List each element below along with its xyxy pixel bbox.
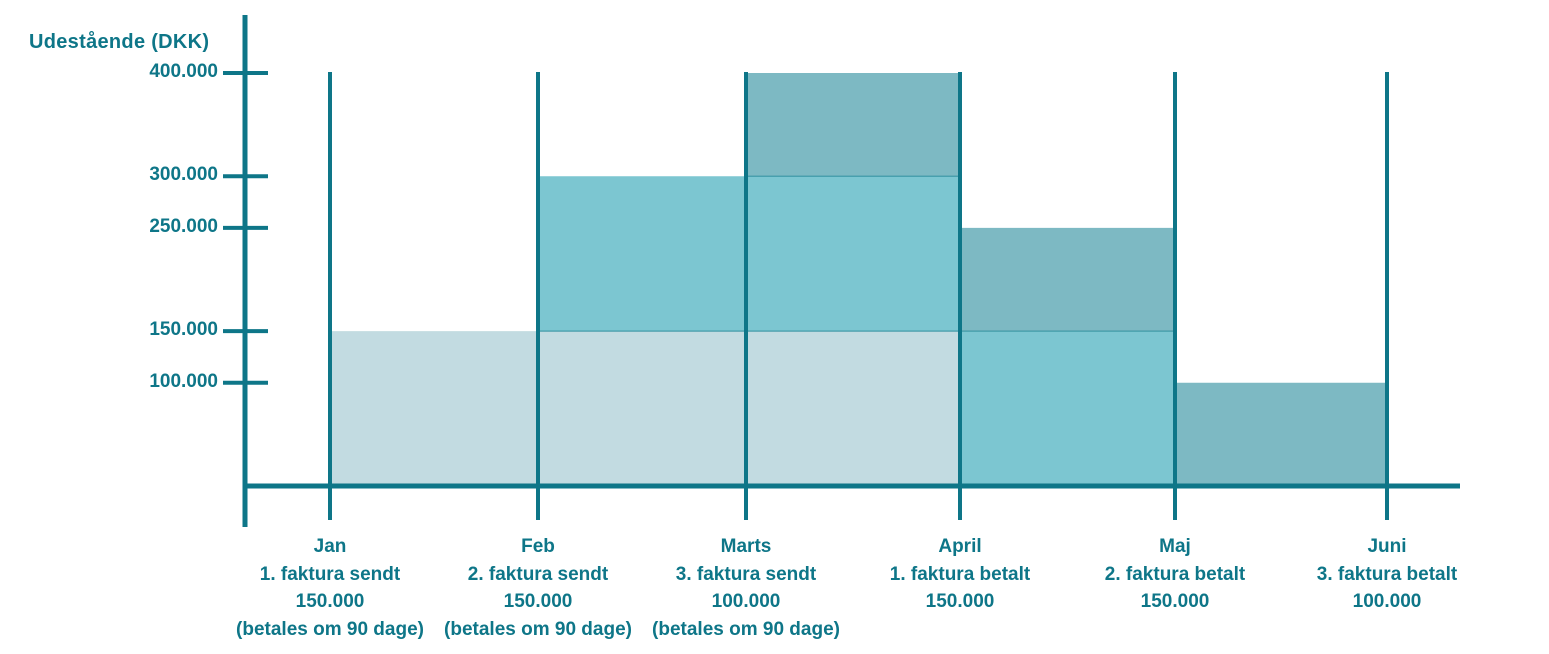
area-invoice-2-segment <box>960 331 1175 486</box>
area-invoice-3-segment <box>1175 382 1387 486</box>
month-sublabel: (betales om 90 dage) <box>444 618 632 640</box>
x-label-group-marts: Marts 3. faktura sendt 100.000 (betales om … <box>586 533 906 643</box>
month-sublabel: 150.000 <box>925 591 995 612</box>
month-sublabel: 3. faktura sendt <box>675 563 817 585</box>
y-axis-title: Udestående (DKK) <box>29 31 210 53</box>
month-name: Maj <box>1159 536 1191 557</box>
x-label-group-juni: Juni 3. faktura betalt 100.000 <box>1227 533 1547 616</box>
y-tick-label: 150.000 <box>149 319 218 341</box>
y-tick-label: 300.000 <box>149 164 218 186</box>
month-sublabel: 1. faktura sendt <box>259 563 401 585</box>
month-name: Marts <box>720 536 772 557</box>
month-sublabel: 150.000 <box>503 591 573 612</box>
area-invoice-1-segment <box>330 331 960 486</box>
area-invoice-3-segment <box>960 227 1175 332</box>
month-sublabel: 100.000 <box>711 591 781 612</box>
y-tick-label: 100.000 <box>149 370 218 392</box>
x-label-group-jan: Jan 1. faktura sendt 150.000 (betales om 90… <box>170 533 490 643</box>
month-name: April <box>938 536 982 557</box>
x-label-group-feb: Feb 2. faktura sendt 150.000 (betales om 90… <box>378 533 698 643</box>
month-sublabel: 3. faktura betalt <box>1316 563 1458 585</box>
area-invoice-3-segment <box>746 73 960 177</box>
month-sublabel: 100.000 <box>1352 591 1422 612</box>
y-tick-label: 250.000 <box>149 215 218 237</box>
month-sublabel: 2. faktura sendt <box>467 563 609 585</box>
month-sublabel: (betales om 90 dage) <box>652 618 840 640</box>
month-sublabel: 1. faktura betalt <box>889 563 1031 585</box>
month-name: Juni <box>1367 536 1407 557</box>
month-name: Feb <box>521 536 555 557</box>
x-label-group-april: April 1. faktura betalt 150.000 <box>800 533 1120 616</box>
x-label-group-maj: Maj 2. faktura betalt 150.000 <box>1015 533 1335 616</box>
y-tick-label: 400.000 <box>149 61 218 82</box>
month-sublabel: 2. faktura betalt <box>1104 563 1246 585</box>
area-invoice-2-segment <box>538 176 960 332</box>
month-sublabel: (betales om 90 dage) <box>236 618 424 640</box>
month-sublabel: 150.000 <box>295 591 365 612</box>
month-sublabel: 150.000 <box>1140 591 1210 612</box>
month-name: Jan <box>313 536 347 557</box>
